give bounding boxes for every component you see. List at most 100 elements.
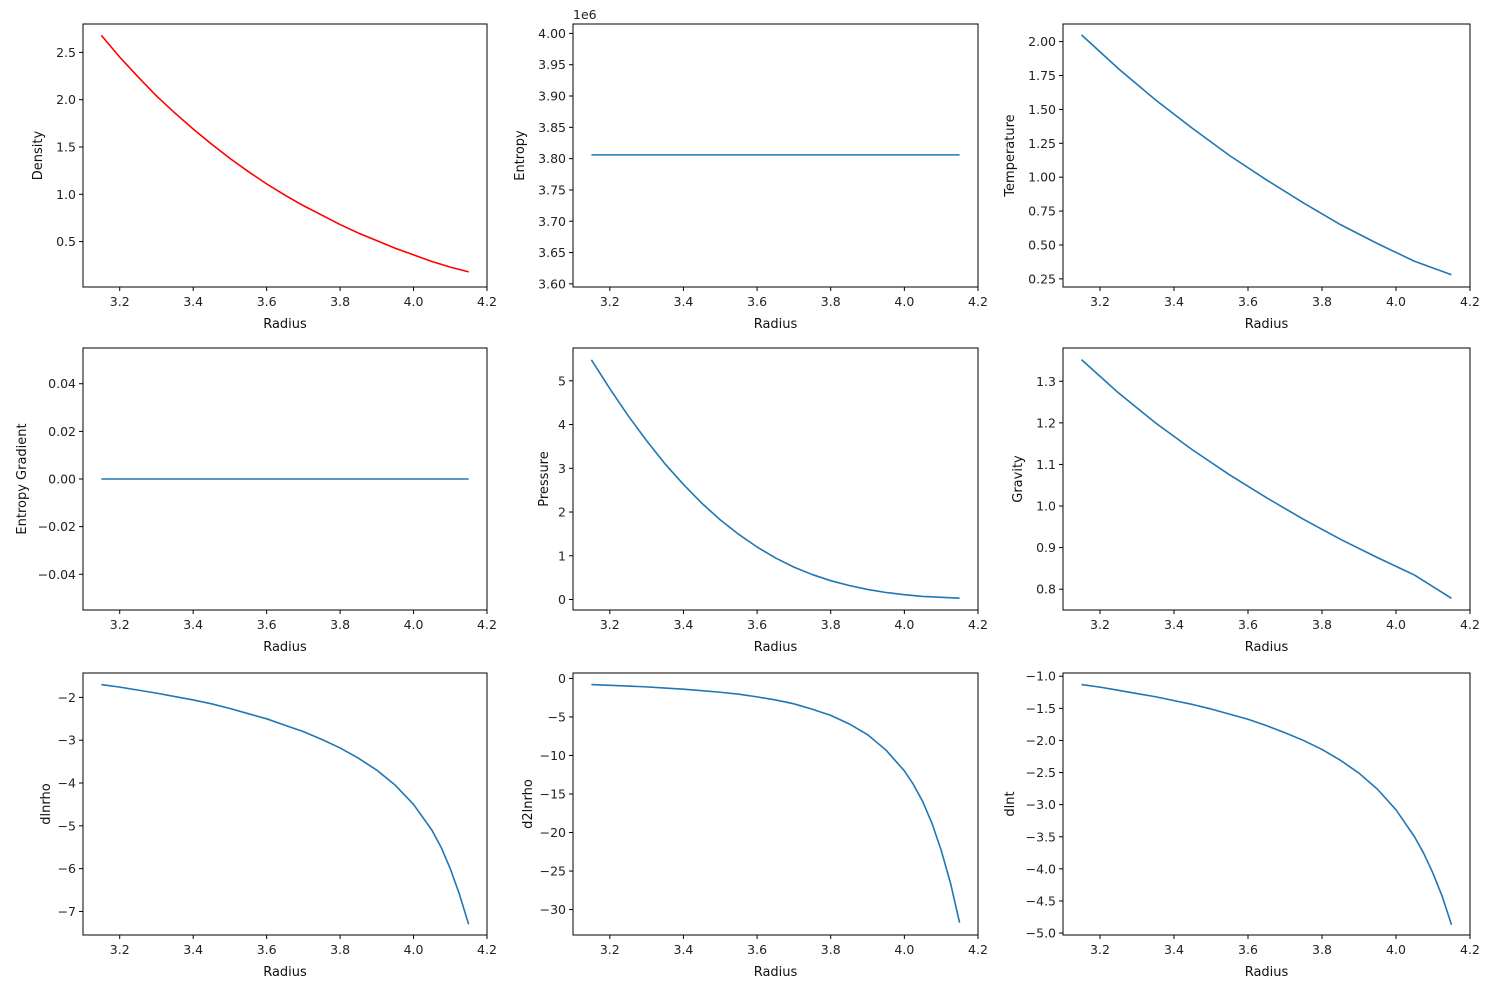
y-tick-label: 2.5 xyxy=(56,45,76,60)
x-axis-label: Radius xyxy=(754,317,798,332)
y-tick-label: 2.00 xyxy=(1028,34,1056,49)
y-axis-label: Entropy xyxy=(513,130,528,181)
x-tick-label: 3.2 xyxy=(600,942,620,957)
x-axis-label: Radius xyxy=(1245,317,1289,332)
x-tick-label: 3.6 xyxy=(747,942,767,957)
y-tick-label: −0.04 xyxy=(38,567,76,582)
x-tick-label: 3.6 xyxy=(257,942,277,957)
axes-frame xyxy=(82,672,488,936)
y-tick-label: 0.04 xyxy=(48,376,76,391)
y-offset-label: 1e6 xyxy=(573,7,597,22)
axes-frame xyxy=(1062,23,1471,288)
subplot-5: 3.2 3.4 3.6 3.8 4.0 4.2 0 1 2 3 4 5 Radius Pressure xyxy=(537,347,988,655)
y-tick-label: 4.00 xyxy=(538,26,566,41)
y-tick-label: −30 xyxy=(540,902,566,917)
x-tick-label: 3.4 xyxy=(1164,617,1184,632)
y-tick-label: 0.50 xyxy=(1028,237,1056,252)
x-axis-label: Radius xyxy=(263,640,307,655)
axes-frame xyxy=(572,23,979,288)
x-tick-label: 4.0 xyxy=(404,294,424,309)
y-tick-label: 4 xyxy=(558,417,566,432)
y-tick-label: −10 xyxy=(540,748,566,763)
y-tick-label: 1.25 xyxy=(1028,136,1056,151)
subplot-6: 3.2 3.4 3.6 3.8 4.0 4.2 0.8 0.9 1.0 1.1 1.2 1.3 Radi… xyxy=(1011,347,1480,655)
axes-frame xyxy=(1062,347,1471,611)
x-tick-label: 3.8 xyxy=(821,942,841,957)
series-line-1 xyxy=(1081,683,1453,925)
y-tick-label: 3.95 xyxy=(538,57,566,72)
y-axis-label: Entropy Gradient xyxy=(15,423,30,534)
y-tick-label: 3.65 xyxy=(538,245,566,260)
x-tick-label: 4.0 xyxy=(1386,617,1406,632)
y-axis-label: Density xyxy=(31,130,46,180)
y-tick-label: 1 xyxy=(558,548,566,563)
y-tick-label: −4.0 xyxy=(1026,861,1056,876)
x-tick-label: 3.8 xyxy=(1312,942,1332,957)
y-tick-label: 2 xyxy=(558,505,566,520)
x-tick-label: 3.6 xyxy=(747,617,767,632)
y-tick-label: 2.0 xyxy=(56,92,76,107)
x-tick-label: 4.0 xyxy=(894,942,914,957)
x-tick-label: 3.2 xyxy=(1090,294,1110,309)
y-tick-label: −2 xyxy=(58,690,76,705)
x-tick-label: 4.2 xyxy=(968,942,988,957)
x-tick-label: 4.2 xyxy=(477,942,497,957)
y-tick-label: 0.25 xyxy=(1028,271,1056,286)
y-tick-label: 1.3 xyxy=(1036,374,1056,389)
y-tick-label: −3.5 xyxy=(1026,829,1056,844)
y-tick-label: 1.75 xyxy=(1028,68,1056,83)
y-tick-label: −3 xyxy=(58,733,76,748)
x-tick-label: 3.4 xyxy=(183,617,203,632)
y-tick-label: −20 xyxy=(540,825,566,840)
y-tick-label: 0.00 xyxy=(48,472,76,487)
y-tick-label: 0.75 xyxy=(1028,204,1056,219)
y-tick-label: −2.5 xyxy=(1026,765,1056,780)
x-axis-label: Radius xyxy=(754,640,798,655)
x-tick-label: 3.6 xyxy=(747,294,767,309)
x-tick-label: 4.2 xyxy=(1460,294,1480,309)
x-tick-label: 3.2 xyxy=(110,942,130,957)
x-tick-label: 3.4 xyxy=(674,942,694,957)
x-tick-label: 4.2 xyxy=(968,294,988,309)
y-tick-label: −15 xyxy=(540,786,566,801)
subplot-3: 3.2 3.4 3.6 3.8 4.0 4.2 0.25 0.50 0.75 1.00 1.25 1.… xyxy=(1003,23,1480,332)
series-line-1 xyxy=(1080,34,1452,276)
x-tick-label: 4.0 xyxy=(404,617,424,632)
y-tick-label: 1.50 xyxy=(1028,102,1056,117)
y-tick-label: −5 xyxy=(548,709,566,724)
subplot-7: 3.2 3.4 3.6 3.8 4.0 4.2 −7 −6 −5 −4 −3 −2 Radius dlnr… xyxy=(39,672,497,980)
axes-frame xyxy=(1062,672,1471,936)
x-tick-label: 3.6 xyxy=(1238,617,1258,632)
x-tick-label: 3.6 xyxy=(1238,294,1258,309)
x-tick-label: 3.6 xyxy=(257,294,277,309)
x-tick-label: 3.4 xyxy=(674,617,694,632)
axes-frame xyxy=(572,347,979,611)
x-tick-label: 3.2 xyxy=(110,617,130,632)
y-axis-label: dlnrho xyxy=(39,783,54,824)
x-tick-label: 4.0 xyxy=(894,294,914,309)
y-tick-label: 1.5 xyxy=(56,139,76,154)
y-tick-label: 0.8 xyxy=(1036,582,1056,597)
x-tick-label: 4.0 xyxy=(404,942,424,957)
y-tick-label: 0.5 xyxy=(56,234,76,249)
y-tick-label: −7 xyxy=(58,904,76,919)
x-axis-label: Radius xyxy=(754,965,798,980)
y-tick-label: 0.02 xyxy=(48,424,76,439)
subplot-2: 3.2 3.4 3.6 3.8 4.0 4.2 3.60 3.65 3.70 3.75 3.80 3.… xyxy=(513,7,988,332)
y-tick-label: 1.1 xyxy=(1036,457,1056,472)
x-tick-label: 3.4 xyxy=(183,942,203,957)
x-axis-label: Radius xyxy=(263,317,307,332)
series-line-1 xyxy=(101,683,470,925)
series-line-1 xyxy=(100,34,469,273)
y-tick-label: 1.2 xyxy=(1036,415,1056,430)
y-tick-label: 3.85 xyxy=(538,120,566,135)
y-tick-label: 3.60 xyxy=(538,276,566,291)
subplot-9: 3.2 3.4 3.6 3.8 4.0 4.2 −5.0 −4.5 −4.0 −3.5 −3.0 −2… xyxy=(1003,669,1480,980)
x-tick-label: 3.2 xyxy=(110,294,130,309)
y-tick-label: 3.75 xyxy=(538,182,566,197)
y-tick-label: −4.5 xyxy=(1026,893,1056,908)
x-tick-label: 4.2 xyxy=(968,617,988,632)
x-tick-label: 3.8 xyxy=(330,294,350,309)
y-tick-label: −25 xyxy=(540,864,566,879)
x-axis-label: Radius xyxy=(263,965,307,980)
